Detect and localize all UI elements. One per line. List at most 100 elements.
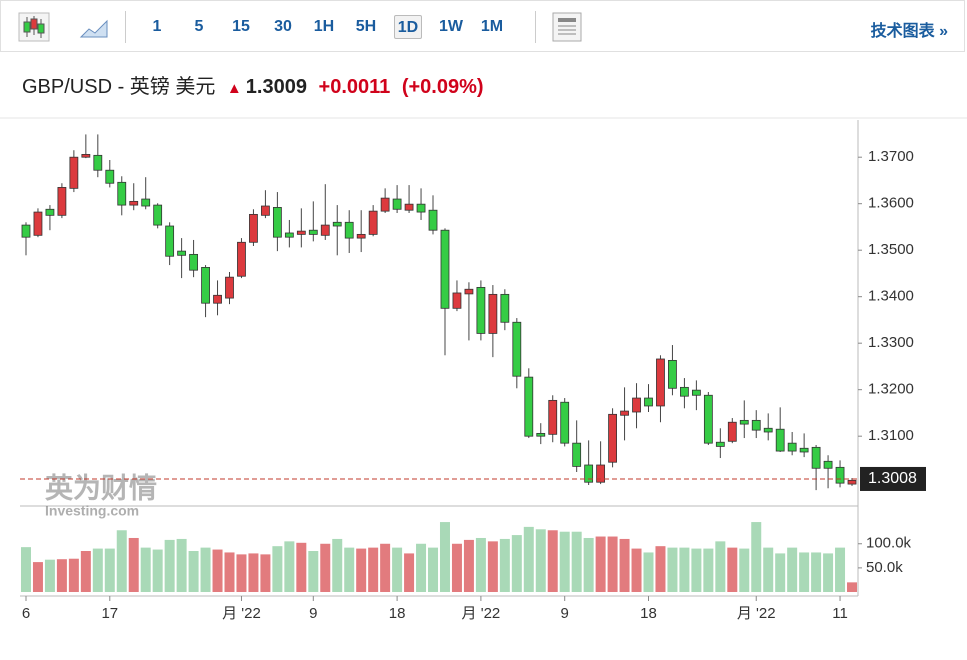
candle-body [261, 205, 270, 216]
interval-button[interactable]: 1D [394, 15, 422, 39]
volume-bar [284, 541, 295, 592]
candle-body [344, 221, 354, 239]
volume-bar [116, 530, 127, 592]
volume-bar [164, 539, 175, 592]
y-tick-label: 1.3100 [868, 427, 914, 444]
candle-body [81, 154, 91, 158]
candle-body [847, 479, 857, 485]
volume-bar [356, 548, 367, 592]
volume-bar [739, 548, 750, 592]
last-price-label: 1.3008 [868, 470, 917, 487]
volume-bar [547, 530, 558, 592]
candle-body [33, 211, 43, 236]
candle-body [691, 389, 701, 396]
x-tick-label: 9 [561, 605, 569, 622]
chart-header: GBP/USD - 英镑 美元 ▲ 1.3009 +0.0011 (+0.09%) [22, 70, 484, 99]
candle-body [428, 209, 438, 231]
volume-bar [56, 559, 67, 592]
volume-bar [380, 543, 391, 592]
volume-bar [320, 543, 331, 592]
candle-body [763, 427, 773, 433]
candle-body [93, 154, 103, 171]
y-tick-label: 1.3600 [868, 195, 914, 212]
volume-bar [428, 547, 439, 592]
volume-bar [176, 538, 187, 592]
volume-bar [416, 543, 427, 592]
interval-button[interactable]: 1W [439, 18, 463, 35]
candle-body [464, 288, 474, 295]
x-tick-label: 11 [832, 605, 848, 622]
candle-body [680, 386, 689, 397]
line-icon[interactable] [75, 7, 115, 47]
volume-bar [787, 547, 798, 592]
candle-body [332, 221, 342, 227]
y-tick-label: 1.3500 [868, 241, 914, 258]
candle-body [213, 294, 222, 304]
candle-body [823, 460, 833, 469]
x-tick-label: 月 '22 [462, 605, 501, 622]
volume-bar [775, 553, 786, 592]
volume-bar [655, 546, 666, 592]
candle-body [787, 442, 797, 452]
candle-body [21, 224, 31, 238]
candle-body [835, 466, 845, 484]
candle-body [608, 413, 617, 463]
volume-bar [727, 547, 738, 592]
candle-body [249, 213, 258, 243]
volume-bar [595, 536, 606, 592]
interval-button[interactable]: 1 [152, 18, 162, 35]
chart-title: GBP/USD - 英镑 美元 [22, 76, 216, 98]
candle-icon[interactable] [15, 7, 55, 47]
volume-bar [344, 547, 355, 592]
volume-bar [80, 551, 91, 592]
interval-button[interactable]: 5 [194, 18, 204, 35]
volume-bar [20, 547, 31, 592]
technical-chart-link[interactable]: 技术图表 » [870, 23, 948, 40]
volume-bar [104, 548, 115, 592]
candle-body [727, 421, 737, 442]
volume-bar [811, 552, 822, 592]
candle-body [524, 376, 534, 437]
candle-body [668, 359, 677, 389]
volume-bar [404, 553, 415, 592]
candle-body [153, 204, 163, 226]
volume-bar [44, 559, 55, 592]
change: +0.0011 [318, 76, 391, 98]
candle-body [189, 253, 198, 271]
candle-body [320, 224, 330, 236]
volume-bar [763, 547, 774, 592]
interval-button[interactable]: 1H [313, 18, 335, 35]
volume-bar [451, 543, 462, 592]
candle-body [368, 210, 378, 235]
volume-bar [679, 547, 690, 592]
volume-bar [559, 531, 570, 592]
candle-body [596, 464, 606, 483]
candle-body [703, 394, 713, 444]
change-pct: (+0.09%) [401, 76, 484, 98]
candle-body [799, 447, 809, 453]
candle-body [739, 419, 749, 425]
interval-button[interactable]: 5H [355, 18, 377, 35]
candle-body [177, 250, 187, 256]
x-tick-label: 18 [640, 605, 657, 622]
candle-body [404, 203, 414, 211]
candle-body [476, 286, 486, 334]
settings-icon[interactable] [550, 10, 584, 44]
candle-body [141, 198, 151, 207]
volume-bar [631, 548, 642, 592]
volume-bar [212, 549, 223, 592]
candle-body [296, 230, 306, 235]
interval-button[interactable]: 15 [232, 18, 250, 35]
candle-body [452, 292, 462, 309]
price: 1.3009 [245, 76, 307, 98]
y-tick-label: 1.3200 [868, 381, 914, 398]
interval-button[interactable]: 1M [480, 18, 504, 35]
volume-bar [332, 538, 343, 592]
volume-bar [68, 558, 79, 592]
candle-body [45, 208, 55, 216]
interval-button[interactable]: 30 [274, 18, 292, 35]
candle-body [237, 241, 246, 277]
y-tick-label: 1.3300 [868, 334, 914, 351]
